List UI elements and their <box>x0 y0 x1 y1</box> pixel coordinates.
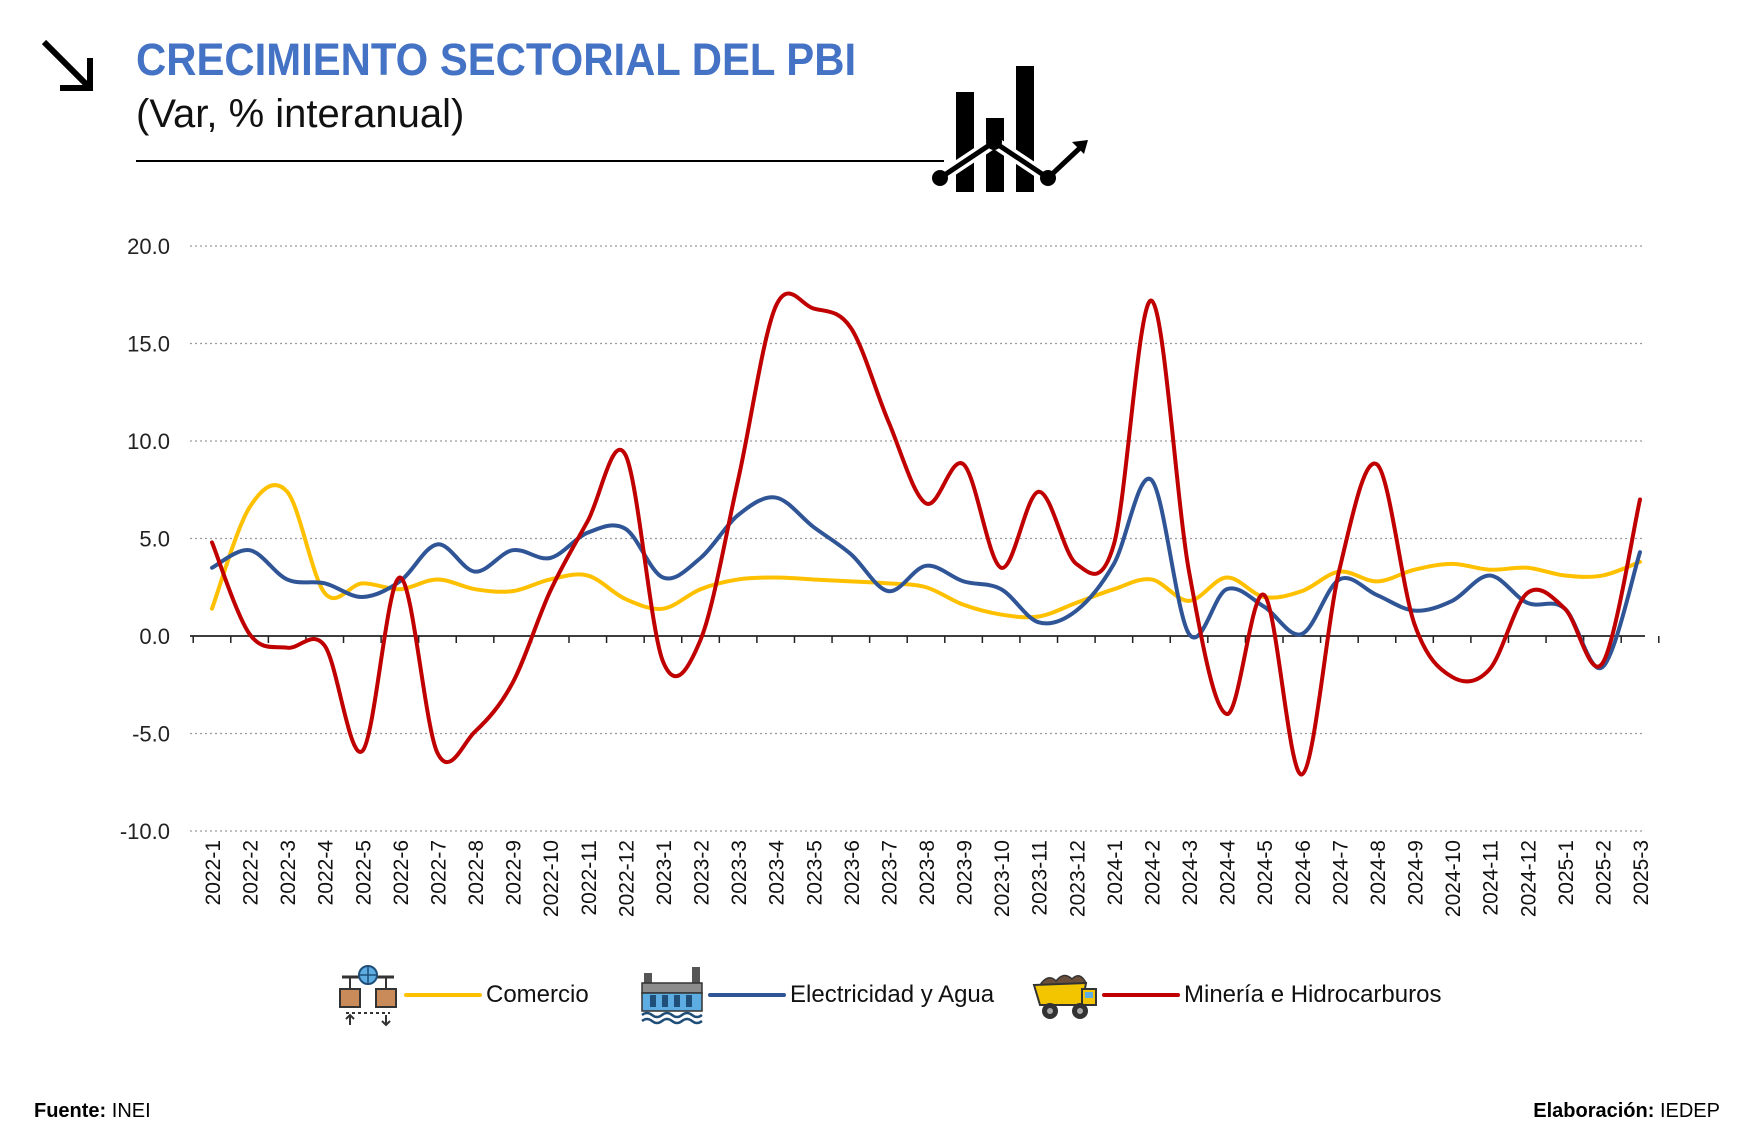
series-line-comercio <box>210 483 1642 620</box>
chart-subtitle: (Var, % interanual) <box>136 92 465 136</box>
y-tick-label: 5.0 <box>139 527 170 552</box>
commerce-globe-icon <box>339 965 397 1027</box>
x-tick-label: 2022-11 <box>578 840 601 916</box>
x-tick-label: 2024-1 <box>1104 840 1127 905</box>
x-tick-label: 2023-6 <box>841 840 864 905</box>
hydroelectric-dam-icon <box>641 967 703 1025</box>
legend-item-comercio: Comercio <box>336 955 589 1035</box>
legend: Comercio Electricidad y Agua <box>0 955 1740 1035</box>
x-tick-label: 2023-10 <box>991 840 1014 917</box>
x-tick-label: 2023-3 <box>728 840 751 905</box>
y-tick-label: 0.0 <box>139 624 170 649</box>
x-tick-label: 2023-4 <box>766 840 789 906</box>
x-tick-label: 2022-9 <box>503 840 526 905</box>
x-tick-label: 2022-2 <box>240 840 263 905</box>
title-underline <box>136 160 944 162</box>
grid-lines <box>190 245 1645 832</box>
x-tick-label: 2024-10 <box>1442 840 1465 917</box>
y-tick-label: 15.0 <box>127 332 170 357</box>
x-tick-label: 2024-9 <box>1405 840 1428 905</box>
mining-truck-icon <box>1032 974 1097 1019</box>
bar-chart-trend-icon <box>932 66 1088 192</box>
x-tick-label: 2023-1 <box>653 840 676 905</box>
x-tick-label: 2022-6 <box>390 840 413 905</box>
x-tick-label: 2022-4 <box>315 840 338 906</box>
x-tick-label: 2024-3 <box>1179 840 1202 905</box>
y-tick-label: 20.0 <box>127 234 170 259</box>
legend-item-mineria: Minería e Hidrocarburos <box>1030 955 1441 1035</box>
x-tick-label: 2023-5 <box>803 840 826 905</box>
source-note: Fuente: INEI <box>34 1100 151 1123</box>
x-tick-label: 2023-7 <box>878 840 901 905</box>
x-tick-label: 2025-1 <box>1555 840 1578 905</box>
x-tick-label: 2025-3 <box>1630 840 1653 905</box>
series-lines <box>210 291 1642 777</box>
x-tick-label: 2024-11 <box>1480 840 1503 916</box>
legend-label-mineria: Minería e Hidrocarburos <box>1184 981 1442 1008</box>
chart-title: CRECIMIENTO SECTORIAL DEL PBI <box>136 34 857 85</box>
y-tick-label: -5.0 <box>132 722 170 747</box>
x-axis <box>190 635 1660 643</box>
y-tick-label: 10.0 <box>127 429 170 454</box>
x-tick-label: 2022-8 <box>465 840 488 905</box>
arrow-down-right-icon <box>41 39 93 91</box>
legend-item-electricidad: Electricidad y Agua <box>640 955 994 1035</box>
series-line-electricidad <box>210 476 1642 671</box>
x-tick-label: 2023-8 <box>916 840 939 905</box>
credit-note: Elaboración: IEDEP <box>1533 1100 1720 1123</box>
x-tick-label: 2024-12 <box>1517 840 1540 917</box>
x-tick-label: 2022-3 <box>277 840 300 905</box>
x-tick-label: 2023-9 <box>954 840 977 905</box>
credit-value: IEDEP <box>1659 1100 1720 1122</box>
source-value: INEI <box>111 1100 151 1122</box>
legend-swatch-electricidad <box>708 993 786 997</box>
x-tick-label: 2024-7 <box>1329 840 1352 905</box>
credit-label: Elaboración: <box>1533 1100 1655 1122</box>
x-axis-ticks: 2022-1 2022-2 2022-3 2022-4 2022-5 2022-6 2022… <box>202 840 1653 917</box>
legend-swatch-comercio <box>404 993 482 997</box>
legend-label-electricidad: Electricidad y Agua <box>790 981 995 1008</box>
x-tick-label: 2024-2 <box>1141 840 1164 905</box>
x-tick-label: 2024-6 <box>1292 840 1315 905</box>
x-tick-label: 2023-2 <box>691 840 714 905</box>
y-axis-ticks: 20.0 15.0 10.0 5.0 0.0 -5.0 -10.0 <box>120 234 170 844</box>
x-tick-label: 2022-1 <box>202 840 225 905</box>
x-tick-label: 2025-2 <box>1592 840 1615 905</box>
x-tick-label: 2024-8 <box>1367 840 1390 905</box>
x-tick-label: 2022-7 <box>427 840 450 905</box>
source-label: Fuente: <box>34 1100 107 1122</box>
line-chart: 20.0 15.0 10.0 5.0 0.0 -5.0 -10.0 2022-1 2022-2… <box>120 234 1660 917</box>
legend-swatch-mineria <box>1102 993 1180 997</box>
x-tick-label: 2022-5 <box>352 840 375 905</box>
x-tick-label: 2024-5 <box>1254 840 1277 905</box>
x-tick-label: 2024-4 <box>1217 840 1240 906</box>
x-tick-label: 2022-10 <box>540 840 563 917</box>
y-tick-label: -10.0 <box>120 819 170 844</box>
x-tick-label: 2023-12 <box>1066 840 1089 917</box>
x-tick-label: 2023-11 <box>1029 840 1052 916</box>
series-line-mineria <box>210 291 1642 777</box>
legend-label-comercio: Comercio <box>486 981 589 1008</box>
x-tick-label: 2022-12 <box>615 840 638 917</box>
